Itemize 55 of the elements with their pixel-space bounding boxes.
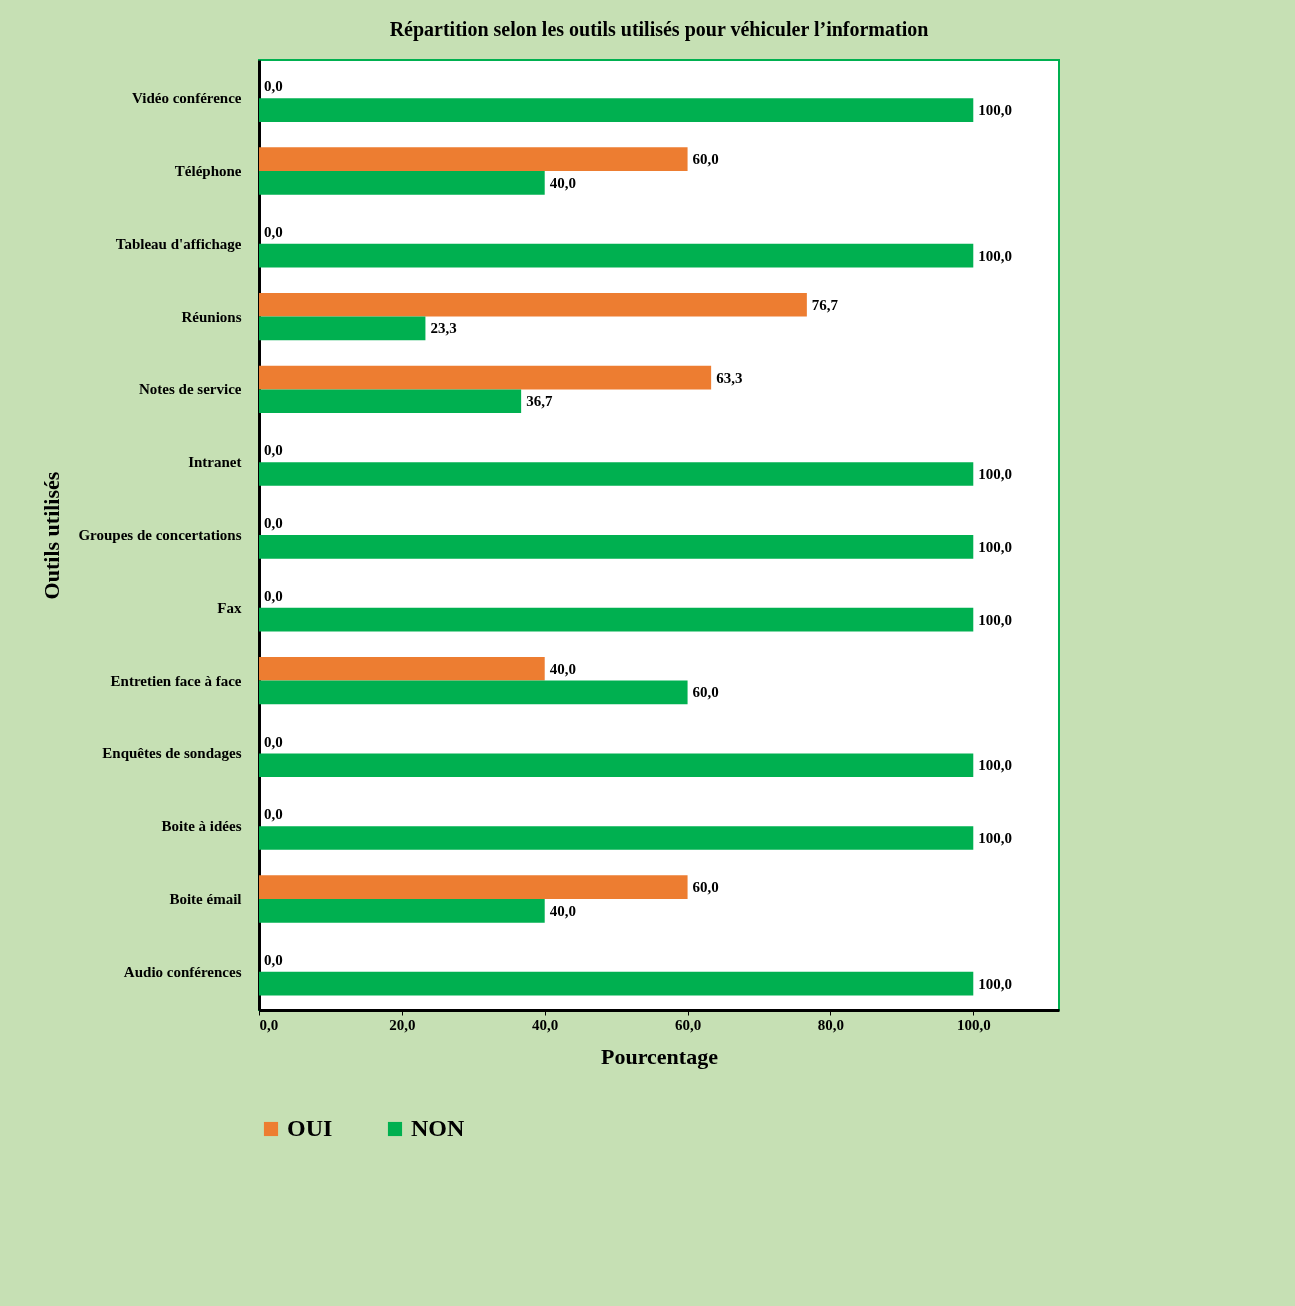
data-label: 60,0: [692, 684, 719, 701]
data-label: 0,0: [264, 806, 283, 823]
data-label: 60,0: [692, 879, 719, 896]
data-label: 60,0: [692, 151, 719, 168]
y-tick-label: Audio conférences: [123, 963, 242, 980]
y-tick-label: Intranet: [188, 454, 242, 471]
data-label: 100,0: [978, 538, 1013, 555]
y-tick-label: Tableau d'affichage: [115, 235, 242, 252]
data-label: 63,3: [716, 369, 743, 386]
data-label: 100,0: [978, 757, 1013, 774]
data-label: 23,3: [430, 320, 457, 337]
y-tick-label: Enquêtes de sondages: [102, 745, 242, 762]
bar: [259, 365, 712, 390]
data-label: 0,0: [264, 515, 283, 532]
data-label: 100,0: [978, 611, 1013, 628]
data-label: 76,7: [811, 296, 839, 313]
data-label: 100,0: [978, 102, 1013, 119]
x-tick-label: 80,0: [817, 1016, 845, 1033]
x-tick-label: 20,0: [389, 1016, 416, 1033]
x-tick-label: 0,0: [259, 1016, 279, 1033]
data-label: 0,0: [264, 78, 283, 95]
y-axis-title: Outils utilisés: [39, 471, 65, 600]
y-tick-label: Téléphone: [174, 163, 242, 180]
y-tick-label: Entretien face à face: [110, 672, 242, 689]
data-label: 0,0: [264, 223, 283, 240]
y-tick-label: Boite émail: [169, 890, 242, 907]
x-tick-label: 100,0: [956, 1016, 991, 1033]
y-tick-label: Fax: [217, 599, 242, 616]
data-label: 36,7: [526, 393, 553, 410]
data-label: 0,0: [264, 951, 283, 968]
x-tick-label: 60,0: [674, 1016, 702, 1033]
bar: [259, 656, 545, 681]
legend-label: OUI: [287, 1115, 333, 1141]
data-label: 0,0: [264, 442, 283, 459]
data-label: 100,0: [978, 247, 1013, 264]
x-axis-title: Pourcentage: [601, 1043, 719, 1069]
y-tick-label: Notes de service: [139, 381, 242, 398]
data-label: 0,0: [264, 587, 283, 604]
chart-title: Répartition selon les outils utilisés pour véhiculer l’information: [389, 18, 929, 41]
y-tick-label: Groupes de concertations: [78, 527, 242, 543]
data-label: 40,0: [549, 902, 576, 919]
data-label: 40,0: [549, 174, 576, 191]
data-label: 100,0: [978, 466, 1013, 483]
y-tick-label: Réunions: [181, 308, 242, 325]
legend-label: NON: [411, 1115, 465, 1141]
data-label: 0,0: [264, 733, 283, 750]
x-tick-label: 40,0: [532, 1016, 559, 1033]
data-label: 40,0: [549, 660, 576, 677]
data-label: 100,0: [978, 830, 1013, 847]
data-label: 100,0: [978, 975, 1013, 992]
bar: [259, 875, 688, 899]
y-tick-label: Boite à idées: [161, 818, 242, 835]
bar: [259, 292, 807, 317]
y-tick-label: Vidéo conférence: [131, 90, 242, 107]
bar: [259, 147, 688, 172]
